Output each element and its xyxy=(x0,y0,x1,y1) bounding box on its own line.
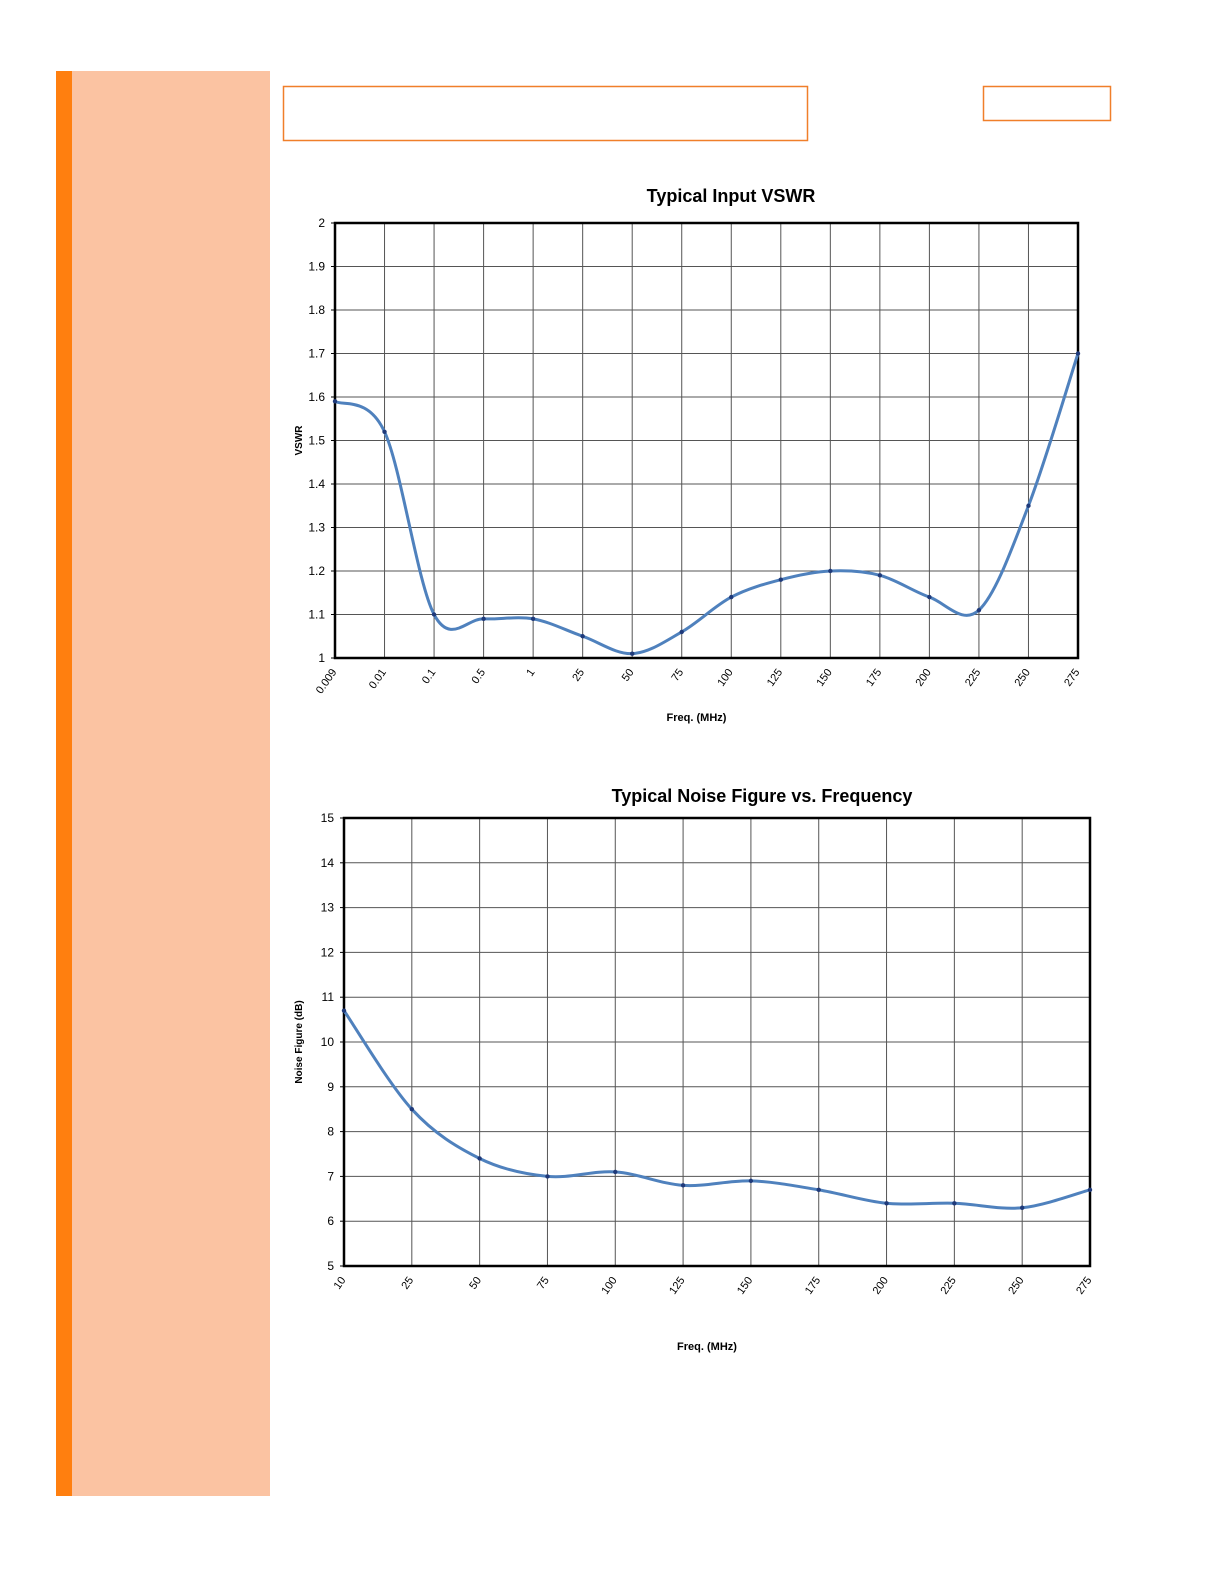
x-tick-label: 75 xyxy=(535,1275,552,1292)
x-tick-label: 1 xyxy=(524,667,537,679)
x-tick-label: 25 xyxy=(399,1275,416,1292)
data-point xyxy=(748,1178,754,1184)
data-point xyxy=(530,616,536,622)
y-tick-label: 1.7 xyxy=(308,347,325,361)
plot-border xyxy=(333,221,1080,660)
x-tick-label: 75 xyxy=(669,667,686,684)
x-tick-label: 0.5 xyxy=(469,667,488,686)
y-tick-label: 1.2 xyxy=(308,564,325,578)
data-point xyxy=(927,594,932,600)
data-point xyxy=(341,1008,347,1013)
x-tick-label: 200 xyxy=(913,667,933,689)
data-point xyxy=(729,594,734,600)
y-tick-label: 6 xyxy=(327,1214,334,1228)
data-point xyxy=(545,1174,550,1179)
header-box xyxy=(982,85,1112,122)
y-tick-label: 1.1 xyxy=(308,608,325,622)
y-tick-label: 10 xyxy=(321,1035,335,1049)
y-tick-label: 1.9 xyxy=(308,260,325,274)
x-tick-label: 225 xyxy=(938,1275,958,1297)
x-tick-label: 25 xyxy=(570,667,587,684)
plot-border xyxy=(342,816,1092,1268)
x-tick-label: 225 xyxy=(963,667,983,689)
data-point xyxy=(680,1183,686,1188)
data-point xyxy=(580,634,585,639)
data-point xyxy=(332,399,338,404)
y-tick-label: 14 xyxy=(321,856,335,870)
y-tick-label: 1.3 xyxy=(308,521,325,535)
y-tick-label: 12 xyxy=(321,945,335,959)
data-point xyxy=(952,1201,957,1206)
data-point xyxy=(828,568,833,574)
data-point xyxy=(1087,1187,1093,1193)
x-tick-label: 250 xyxy=(1006,1275,1026,1297)
x-tick-label: 0.1 xyxy=(420,667,439,686)
data-point xyxy=(477,1156,482,1161)
x-tick-label: 175 xyxy=(864,667,884,689)
data-point xyxy=(679,629,684,635)
data-point xyxy=(1026,503,1031,508)
chart-title: Typical Noise Figure vs. Frequency xyxy=(612,786,913,806)
data-point xyxy=(409,1107,415,1112)
y-tick-label: 1 xyxy=(318,651,325,665)
y-tick-label: 1.6 xyxy=(308,390,325,404)
x-tick-label: 275 xyxy=(1074,1275,1094,1297)
x-tick-label: 275 xyxy=(1062,667,1082,689)
x-tick-label: 200 xyxy=(871,1275,891,1297)
x-tick-label: 150 xyxy=(814,667,834,689)
side-stripe xyxy=(56,71,72,1496)
y-tick-label: 11 xyxy=(322,990,335,1004)
y-tick-label: 2 xyxy=(318,216,325,230)
side-panel xyxy=(72,71,270,1496)
data-point xyxy=(778,577,783,582)
y-tick-label: 1.8 xyxy=(308,303,325,317)
data-point xyxy=(816,1187,821,1193)
y-tick-label: 13 xyxy=(321,901,335,915)
data-point xyxy=(630,651,635,656)
data-point xyxy=(877,573,883,578)
chart-title: Typical Input VSWR xyxy=(647,186,816,206)
y-tick-label: 15 xyxy=(321,811,335,825)
x-axis-label: Freq. (MHz) xyxy=(667,712,727,724)
data-point xyxy=(1075,351,1081,356)
data-point xyxy=(431,612,437,617)
y-tick-label: 1.4 xyxy=(308,477,325,491)
x-tick-label: 150 xyxy=(735,1275,755,1297)
data-point xyxy=(613,1169,618,1175)
x-axis-label: Freq. (MHz) xyxy=(677,1341,737,1353)
data-point xyxy=(481,616,486,622)
x-tick-label: 100 xyxy=(715,667,735,689)
x-tick-label: 125 xyxy=(667,1275,687,1297)
header-box xyxy=(282,85,809,142)
y-axis-label: Noise Figure (dB) xyxy=(294,1000,305,1083)
x-tick-label: 0.009 xyxy=(314,667,340,696)
data-point xyxy=(976,607,982,613)
y-tick-label: 1.5 xyxy=(308,434,325,448)
data-point xyxy=(1019,1205,1025,1210)
data-point xyxy=(382,429,387,434)
x-tick-label: 100 xyxy=(599,1275,619,1297)
x-tick-label: 0.01 xyxy=(367,667,389,691)
x-tick-label: 175 xyxy=(803,1275,823,1297)
x-tick-label: 250 xyxy=(1013,667,1033,689)
y-tick-label: 5 xyxy=(327,1259,334,1273)
y-axis-label: VSWR xyxy=(294,425,305,456)
x-tick-label: 125 xyxy=(765,667,785,689)
y-tick-label: 8 xyxy=(327,1125,334,1139)
y-tick-label: 7 xyxy=(327,1169,334,1183)
y-tick-label: 9 xyxy=(327,1080,334,1094)
x-tick-label: 50 xyxy=(620,667,637,684)
data-point xyxy=(884,1201,889,1206)
data-line xyxy=(342,1009,1091,1210)
x-tick-label: 50 xyxy=(467,1275,484,1292)
x-tick-label: 10 xyxy=(332,1275,349,1292)
